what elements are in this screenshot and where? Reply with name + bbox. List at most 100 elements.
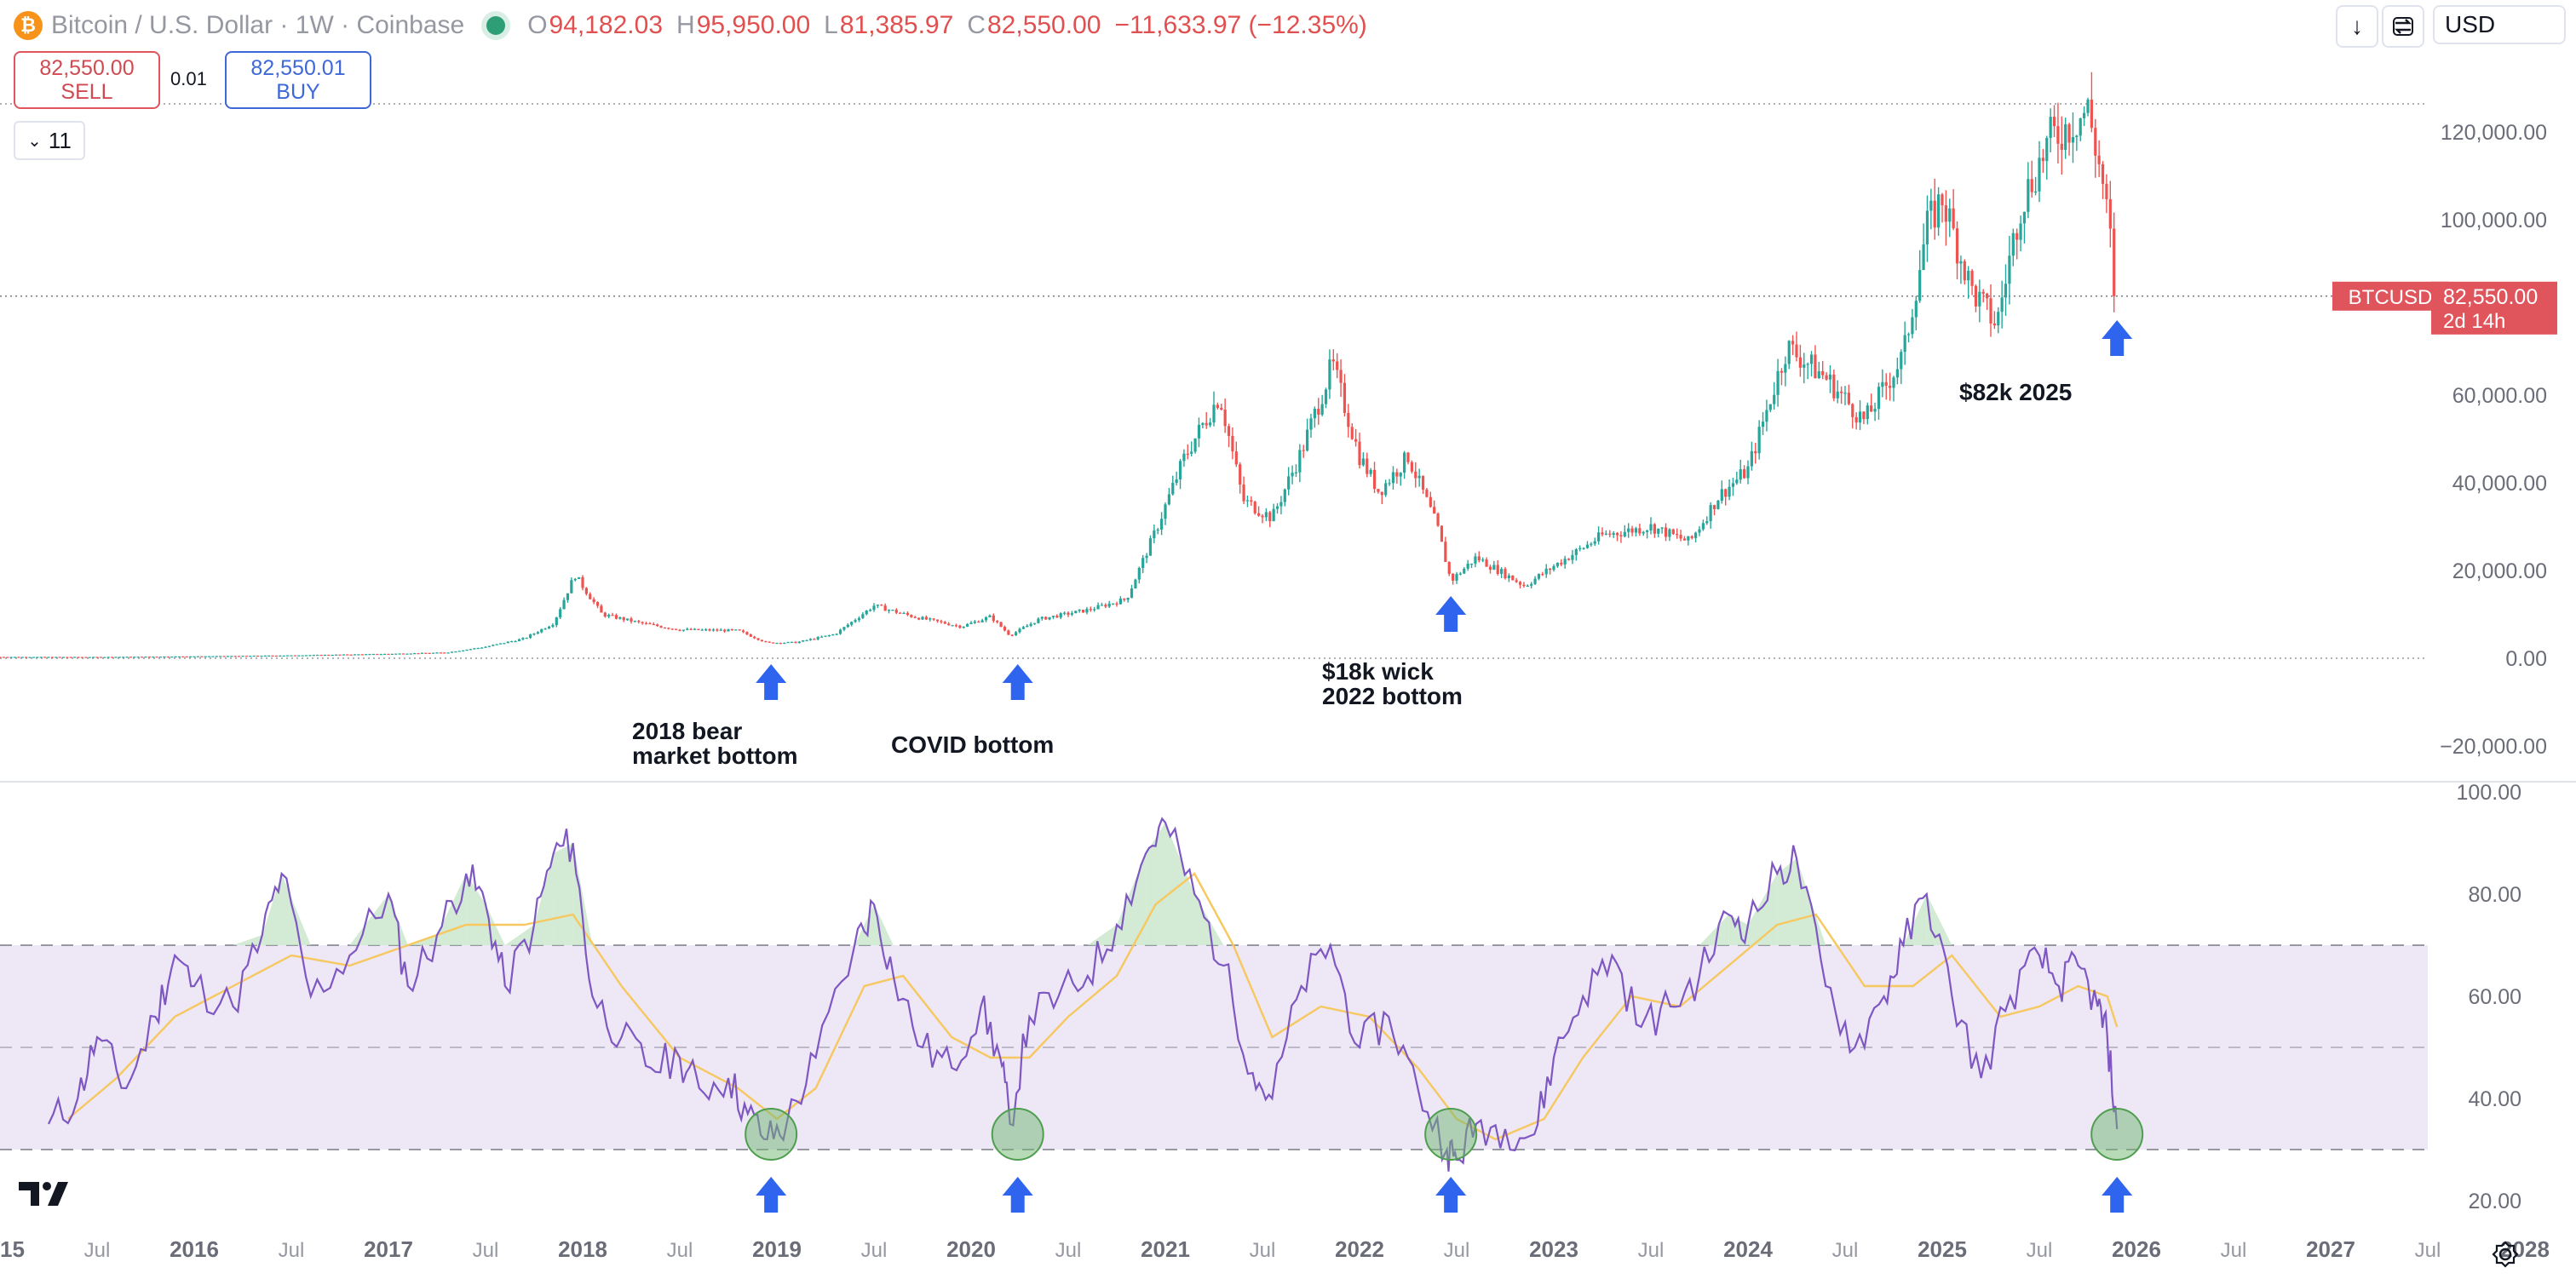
- time-axis-tick: Jul: [667, 1239, 693, 1262]
- currency-select[interactable]: USD: [2433, 5, 2566, 44]
- candle: [984, 617, 988, 621]
- candle: [1051, 616, 1055, 617]
- candle: [405, 653, 409, 655]
- candle: [1701, 523, 1705, 530]
- candle: [745, 632, 749, 635]
- candle: [297, 655, 301, 657]
- candle: [238, 656, 241, 657]
- candle: [1455, 574, 1458, 581]
- compare-button[interactable]: [2382, 5, 2424, 48]
- indicators-toggle-button[interactable]: ⌄ 11: [14, 121, 85, 160]
- candle: [465, 649, 469, 651]
- candle: [517, 639, 521, 641]
- bitcoin-icon: ₿: [14, 11, 43, 40]
- candle: [1731, 483, 1735, 487]
- candle: [883, 605, 887, 611]
- candle: [670, 628, 674, 630]
- time-axis-tick: Jul: [473, 1239, 499, 1262]
- candle: [69, 657, 72, 658]
- sell-button[interactable]: 82,550.00 SELL: [14, 51, 160, 109]
- candle: [966, 623, 969, 627]
- candle: [1134, 579, 1137, 589]
- candle: [1986, 293, 1989, 299]
- candle: [2022, 211, 2027, 224]
- candle: [633, 621, 636, 622]
- candle: [1906, 334, 1911, 336]
- candle: [1981, 291, 1985, 294]
- candle: [1477, 556, 1481, 561]
- price-axis-tick: 40,000.00: [2452, 472, 2547, 496]
- buy-button[interactable]: 82,550.01 BUY: [225, 51, 371, 109]
- candle: [1089, 609, 1092, 611]
- candle: [1825, 375, 1828, 380]
- candle: [723, 629, 727, 632]
- candle: [215, 656, 218, 657]
- tradingview-logo-icon: [19, 1182, 68, 1206]
- candle: [1032, 622, 1037, 624]
- candle: [869, 610, 872, 611]
- rsi-overbought-fill: [874, 904, 894, 945]
- candle: [1922, 244, 1925, 271]
- candle: [1018, 628, 1021, 633]
- candle: [1578, 548, 1582, 550]
- time-axis-tick: 2027: [2306, 1236, 2355, 1262]
- candle: [521, 638, 525, 640]
- symbol-header: ₿ Bitcoin / U.S. Dollar · 1W · Coinbase …: [0, 0, 1381, 51]
- candle: [1474, 556, 1477, 564]
- indicator-count: 11: [48, 127, 72, 153]
- change-value: −11,633.97 (−12.35%): [1114, 11, 1367, 39]
- candle: [1511, 575, 1515, 581]
- candle: [1660, 527, 1664, 529]
- candle: [899, 612, 902, 614]
- arrow-up-icon: [756, 664, 787, 700]
- candle: [2105, 183, 2108, 199]
- candle: [1320, 404, 1324, 415]
- gear-icon[interactable]: [2491, 1240, 2520, 1269]
- candle: [1716, 500, 1720, 509]
- annotation-2018-bottom: 2018 bear market bottom: [632, 718, 798, 769]
- candle: [1220, 408, 1223, 410]
- candle: [383, 653, 387, 656]
- candle: [28, 657, 32, 658]
- candle: [1504, 569, 1507, 579]
- candle: [753, 636, 756, 639]
- time-axis-tick: Jul: [1444, 1239, 1470, 1262]
- candle: [820, 636, 824, 638]
- candle: [424, 652, 428, 654]
- candle: [279, 655, 282, 657]
- download-button[interactable]: ↓: [2336, 5, 2378, 48]
- candle: [263, 655, 267, 657]
- interval-label[interactable]: 1W: [295, 11, 334, 39]
- candle: [681, 629, 685, 631]
- candle: [506, 641, 509, 644]
- symbol-title[interactable]: Bitcoin / U.S. Dollar: [51, 11, 273, 39]
- candle: [1377, 489, 1380, 492]
- candle: [1067, 612, 1070, 615]
- candle: [1112, 603, 1115, 605]
- candle: [1627, 528, 1630, 532]
- candle: [2060, 143, 2063, 150]
- arrow-up-icon: [1002, 1177, 1033, 1213]
- candle: [454, 651, 457, 653]
- candle: [1328, 359, 1331, 390]
- candle: [335, 654, 338, 656]
- candle: [1720, 489, 1723, 501]
- sell-price: 82,550.00: [39, 56, 135, 80]
- candle: [439, 652, 442, 654]
- candle: [1399, 473, 1402, 477]
- candle: [1679, 535, 1682, 539]
- candle: [1369, 469, 1372, 474]
- time-axis-tick: 2024: [1723, 1236, 1773, 1262]
- candle: [1526, 585, 1529, 587]
- candle: [428, 652, 431, 655]
- candle: [1615, 533, 1619, 536]
- candle: [1601, 532, 1604, 535]
- rsi-arrow: [2102, 1177, 2133, 1213]
- candle: [267, 655, 271, 657]
- candle: [1331, 359, 1335, 362]
- candle: [570, 580, 573, 594]
- candle: [529, 634, 532, 639]
- candle: [1798, 357, 1802, 368]
- candle: [1186, 453, 1189, 455]
